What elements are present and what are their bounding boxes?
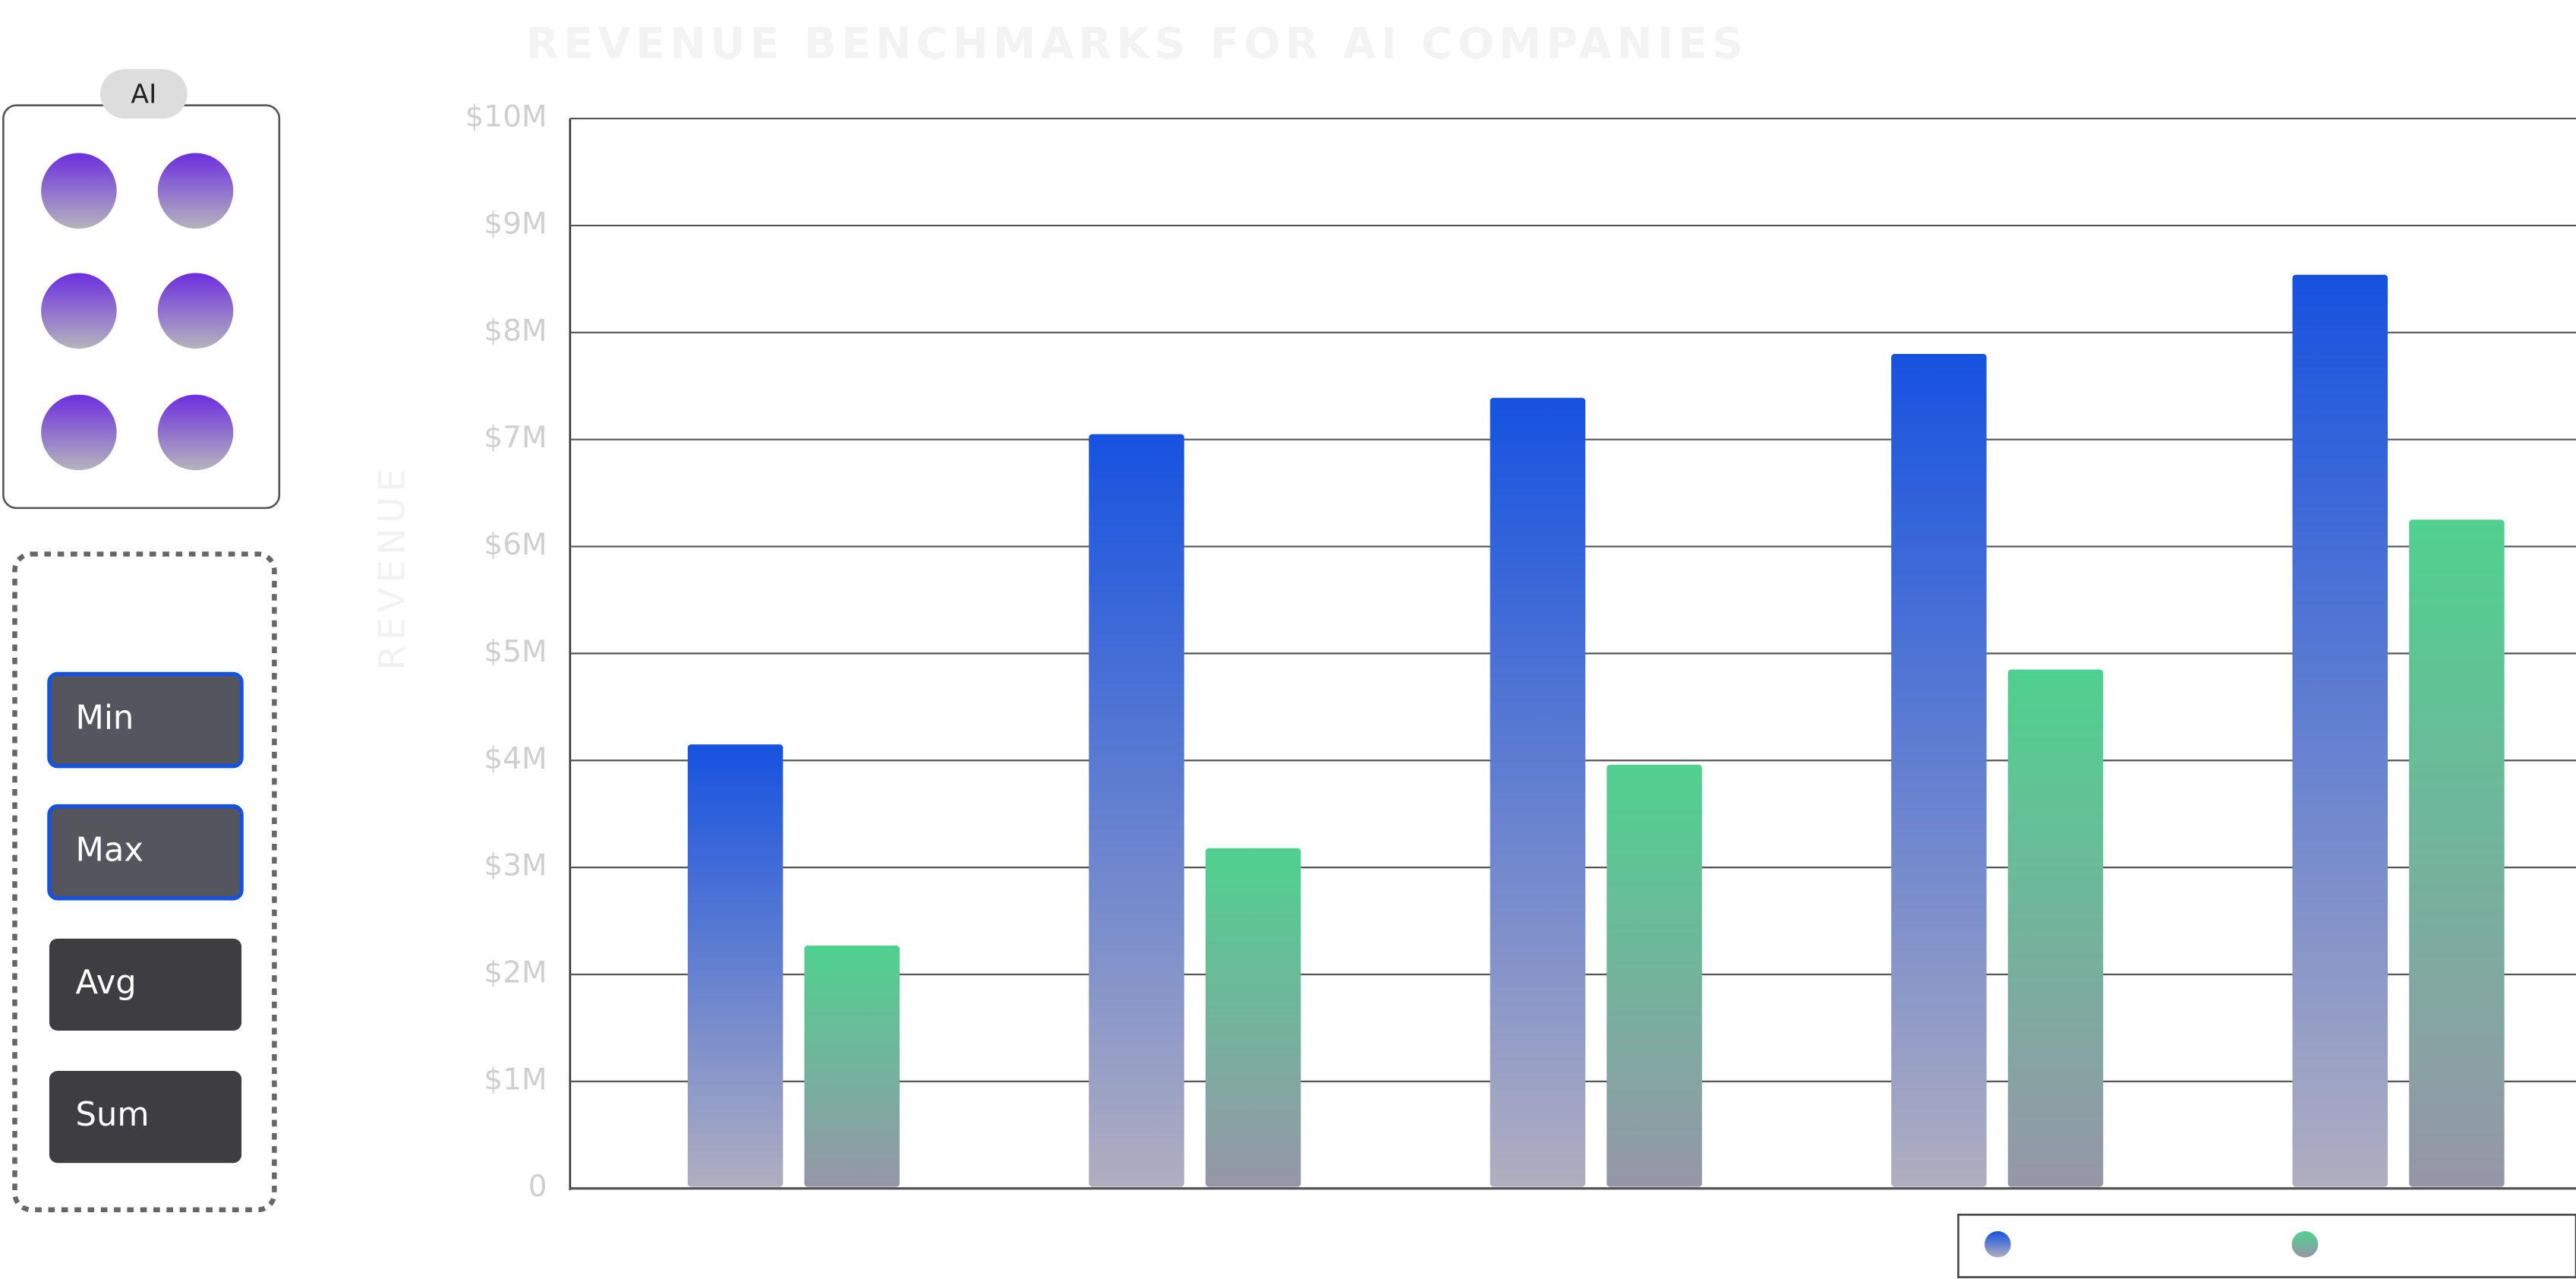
y-tick-label: $4M [484,742,547,776]
dot [41,273,117,349]
y-tick-label: $2M [484,956,547,990]
bar [804,945,900,1187]
buttons: Min Max Avg Sum [47,671,244,1164]
y-tick-label: $7M [484,421,547,455]
aggregate-button[interactable] [47,804,244,901]
aggregate-button[interactable] [47,671,244,769]
y-tick-label: $8M [484,314,547,348]
bar [1891,353,1987,1187]
y-tick-label: $10M [465,100,547,134]
bar [1606,764,1702,1187]
bar [1490,397,1586,1187]
bar [687,744,784,1187]
bar [1089,434,1184,1187]
y-tick-label: 0 [528,1170,547,1204]
y-tick-label: $3M [484,849,547,883]
y-tick-label: $1M [484,1063,547,1097]
ai-badge [99,69,188,119]
aggregate-button-label[interactable]: Max [76,832,143,870]
aggregate-button[interactable] [49,938,242,1031]
aggregate-button-label[interactable]: Sum [76,1096,150,1134]
y-tick-label: $9M [484,207,547,241]
dot [157,153,234,229]
legend-swatch [1984,1231,2011,1258]
ai-dots [41,153,234,471]
bar [2007,669,2104,1187]
aggregate-button-label[interactable]: Min [76,700,134,737]
ai-badge-label: AI [131,80,156,110]
legend [1957,1214,2576,1278]
bar [1205,848,1301,1187]
dot [157,394,234,471]
legend-swatch [2291,1231,2319,1258]
bar [2409,519,2505,1187]
y-axis-label: REVENUE [371,464,413,671]
chart: REVENUE BENCHMARKS FOR AI COMPANIES REVE… [371,19,2576,1278]
aggregate-panel [12,551,277,1213]
dot [41,394,117,471]
y-tick-label: $5M [484,635,547,669]
bar [2292,274,2388,1187]
aggregate-button-label[interactable]: Avg [76,964,137,1002]
chart-title: REVENUE BENCHMARKS FOR AI COMPANIES [526,19,1748,68]
dot [41,153,117,229]
y-tick-label: $6M [484,528,547,562]
dot [157,273,234,349]
aggregate-button[interactable] [49,1071,242,1164]
